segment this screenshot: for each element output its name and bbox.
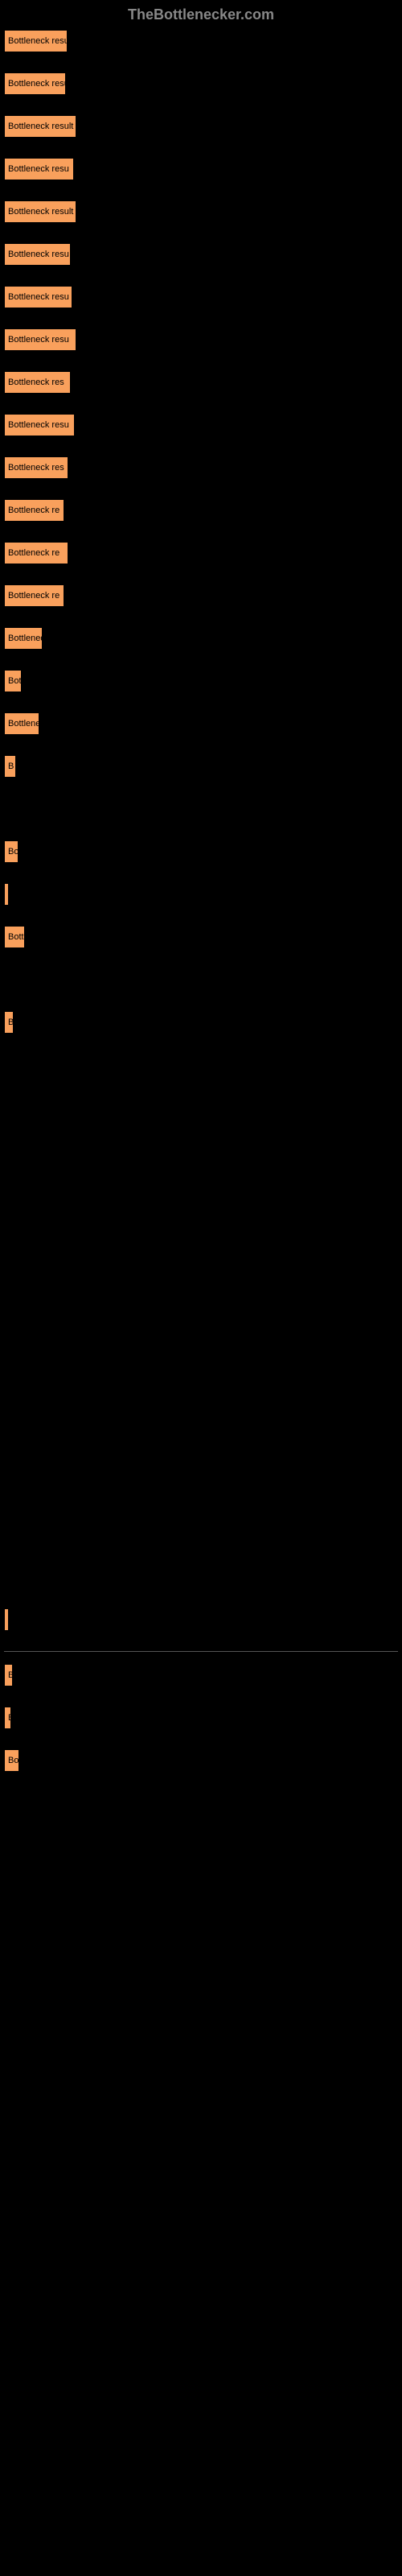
bar-row (4, 1480, 398, 1503)
bar-row: B (4, 1011, 398, 1034)
bar: B (4, 1011, 14, 1034)
bar: Bottleneck re (4, 499, 64, 522)
bar-row: Bottlene (4, 712, 398, 735)
bar-row (4, 1182, 398, 1204)
bar-row (4, 1395, 398, 1418)
chart-container: Bottleneck result Bottleneck result Bottle… (0, 30, 402, 1772)
bar: Bottleneck result (4, 115, 76, 138)
bar-row (4, 1267, 398, 1290)
bar (4, 883, 9, 906)
bar-row: Bottleneck resu (4, 158, 398, 180)
bar: Bottlened (4, 627, 43, 650)
bar-row (4, 1523, 398, 1546)
bar-row: Bottleneck result (4, 30, 398, 52)
bar-row (4, 1438, 398, 1460)
bar: Bottleneck res (4, 456, 68, 479)
bar: Bott (4, 926, 25, 948)
header-text: TheBottlenecker.com (0, 0, 402, 30)
bar: Bottleneck resu (4, 158, 74, 180)
bar-row: Bot (4, 670, 398, 692)
bar: Bottleneck res (4, 371, 71, 394)
bar-row: Bottlened (4, 627, 398, 650)
bar: Bottleneck resu (4, 243, 71, 266)
bar-row: Bottleneck resu (4, 328, 398, 351)
bar-row: Bottleneck resu (4, 243, 398, 266)
bar-row: Bottleneck re (4, 584, 398, 607)
divider (4, 1651, 398, 1652)
bar: Bottleneck resu (4, 328, 76, 351)
bar-row (4, 1139, 398, 1162)
bar-row: Bottleneck resu (4, 414, 398, 436)
bar-row (4, 1224, 398, 1247)
header: TheBottlenecker.com (0, 0, 402, 30)
bar-row (4, 883, 398, 906)
bar-row: Bottleneck re (4, 499, 398, 522)
bar-row: B (4, 1707, 398, 1729)
bar-row: Bottleneck resu (4, 286, 398, 308)
bar: Bottlene (4, 712, 39, 735)
bar-row: Bottleneck result (4, 115, 398, 138)
bar: B (4, 755, 16, 778)
bar: Bottleneck re (4, 542, 68, 564)
bar-row: Bottleneck res (4, 371, 398, 394)
bar-row: Bottleneck re (4, 542, 398, 564)
bar: Bottleneck result (4, 30, 68, 52)
bar: B (4, 1707, 11, 1729)
bar-row (4, 1352, 398, 1375)
bar-row: Bottleneck result (4, 72, 398, 95)
bar-row (4, 1096, 398, 1119)
bar-row (4, 1310, 398, 1332)
bar: Bo (4, 1749, 19, 1772)
bar: Bottleneck resu (4, 286, 72, 308)
bar-row: Bo (4, 1749, 398, 1772)
bar: Bottleneck result (4, 72, 66, 95)
bar: Bottleneck resu (4, 414, 75, 436)
bar: Bottleneck result (4, 200, 76, 223)
bar-row (4, 798, 398, 820)
bar-row (4, 1608, 398, 1631)
bar-row (4, 1054, 398, 1076)
bar-row: Bottleneck res (4, 456, 398, 479)
bar-row: Bo (4, 840, 398, 863)
bar-row: B (4, 1664, 398, 1686)
bar-row: Bottleneck result (4, 200, 398, 223)
bar (4, 1608, 9, 1631)
bar: B (4, 1664, 13, 1686)
bar-row (4, 968, 398, 991)
bar: Bo (4, 840, 18, 863)
bar-row: B (4, 755, 398, 778)
bar-row: Bott (4, 926, 398, 948)
bar: Bot (4, 670, 22, 692)
bar: Bottleneck re (4, 584, 64, 607)
bar-row (4, 1566, 398, 1588)
